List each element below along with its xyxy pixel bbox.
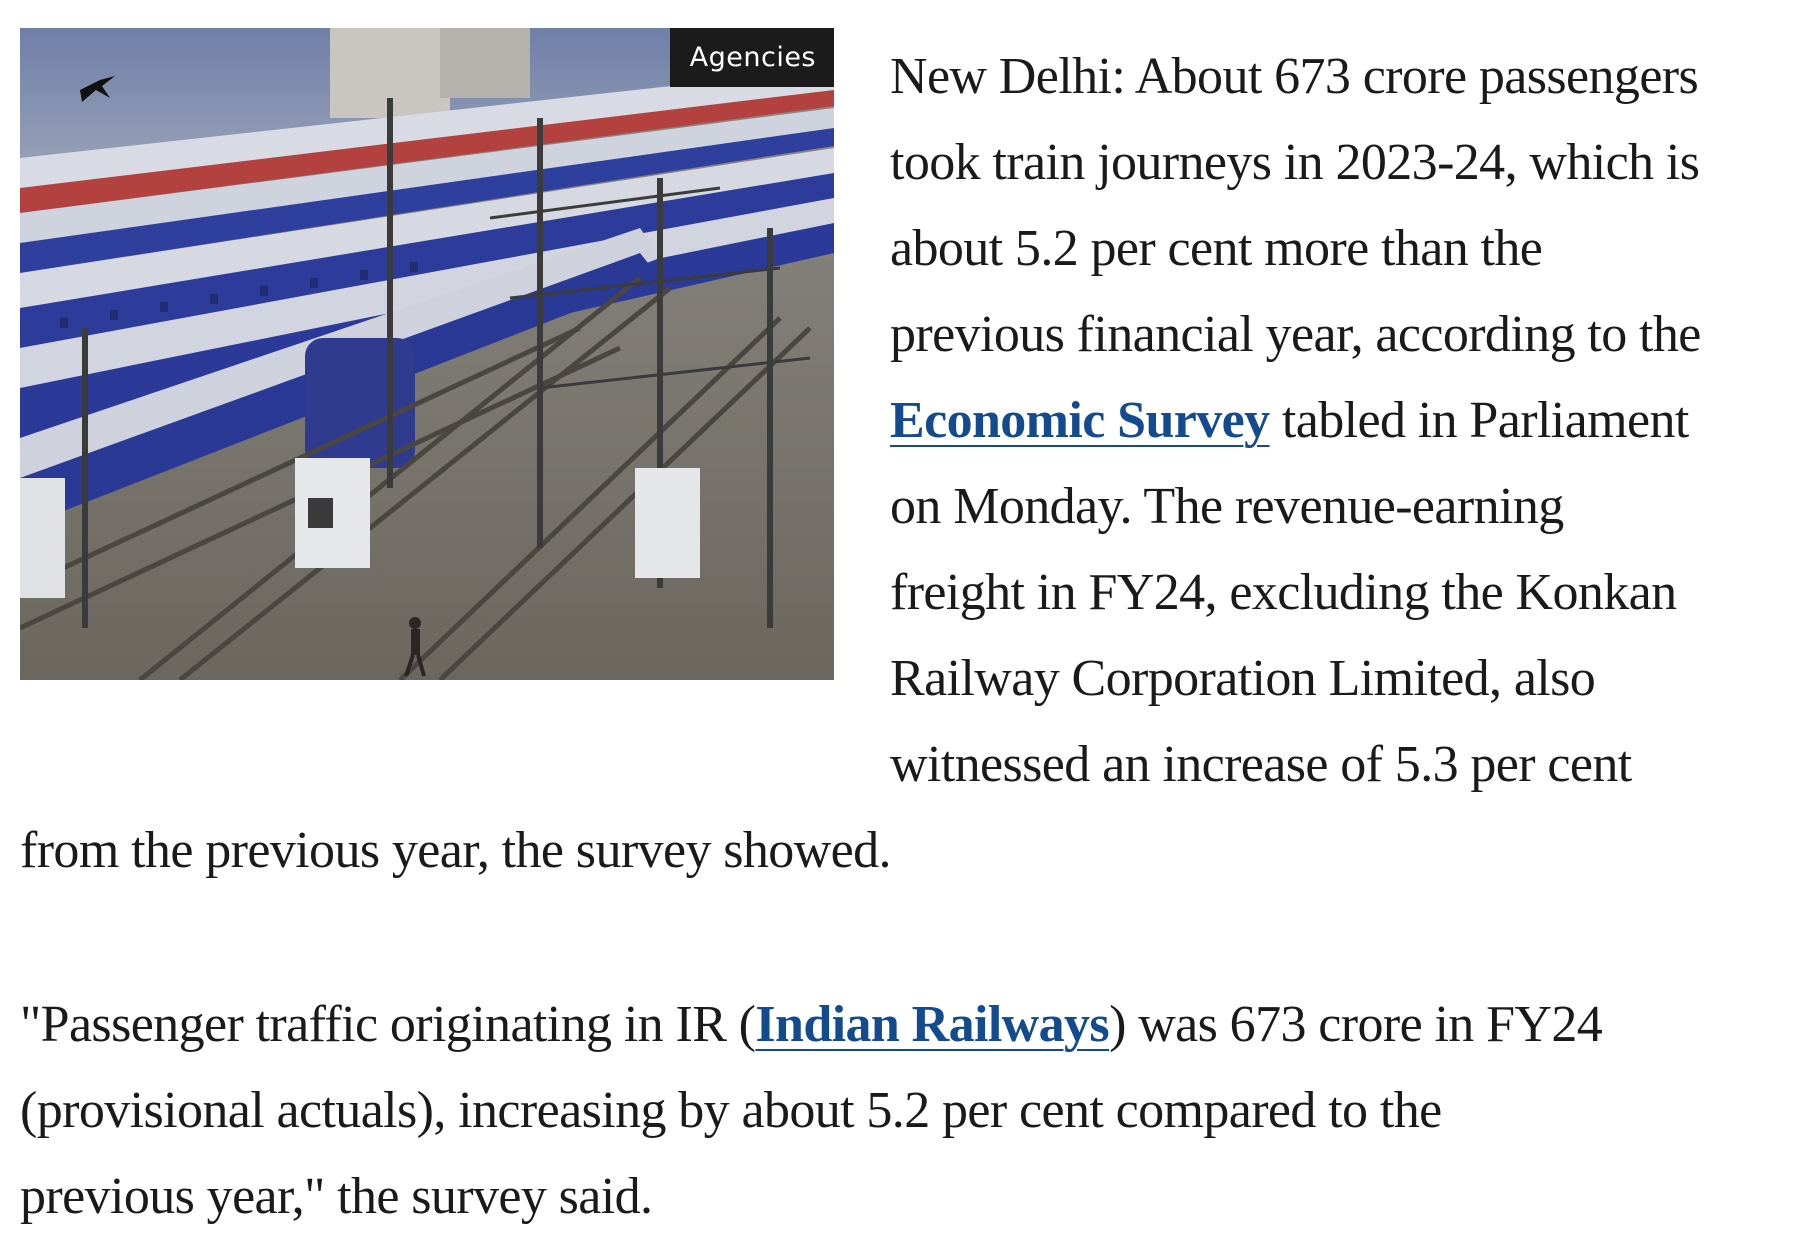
paragraph-line: witnessed an increase of 5.3 per cent [890,736,1632,793]
article-photo[interactable]: Agencies [20,28,834,680]
paragraph-line: on Monday. The revenue-earning [890,478,1564,535]
railway-yard-photo [20,28,834,680]
indian-railways-link[interactable]: Indian Railways [755,996,1110,1053]
paragraph-line: New Delhi: About 673 crore passengers [890,48,1699,105]
paragraph-line-text: tabled in Parliament [1269,392,1689,449]
economic-survey-link[interactable]: Economic Survey [890,392,1270,449]
paragraph-line: Railway Corporation Limited, also [890,650,1596,707]
paragraph-line-text: ) was 673 crore in FY24 [1109,996,1603,1053]
paragraph-line: previous year," the survey said. [20,1168,653,1225]
paragraph-line: freight in FY24, excluding the Konkan [890,564,1677,621]
paragraph-line: about 5.2 per cent more than the [890,220,1543,277]
paragraph-line: previous financial year, according to th… [890,306,1701,363]
paragraph-line: (provisional actuals), increasing by abo… [20,1082,1442,1139]
paragraph-line: "Passenger traffic originating in IR (In… [20,982,1603,1068]
paragraph-line-text: "Passenger traffic originating in IR ( [20,996,756,1053]
photo-credit: Agencies [669,28,834,87]
paragraph-line: Economic Survey tabled in Parliament [890,378,1689,464]
paragraph-line: took train journeys in 2023-24, which is [890,134,1700,191]
paragraph-line: from the previous year, the survey showe… [20,822,892,879]
